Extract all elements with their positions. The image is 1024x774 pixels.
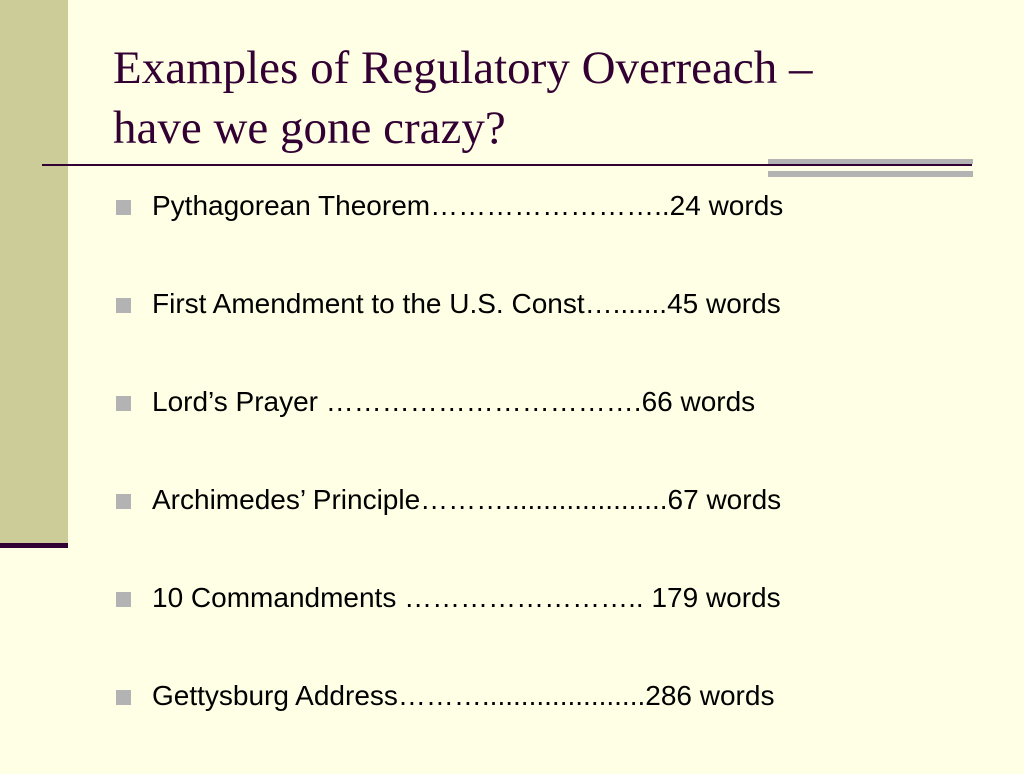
bullet-item: 10 Commandments …………………….. 179 words: [116, 578, 976, 676]
bullet-item: Lord’s Prayer …………………………….66 words: [116, 382, 976, 480]
bullet-text: First Amendment to the U.S. Const…......…: [152, 288, 781, 319]
bullet-item: Gettysburg Address………...................…: [116, 676, 976, 774]
left-bar-accent-line: [0, 543, 68, 548]
slide-title: Examples of Regulatory Overreach – have …: [113, 38, 993, 158]
bullet-text: Lord’s Prayer …………………………….66 words: [152, 386, 756, 417]
bullet-text: 10 Commandments …………………….. 179 words: [152, 582, 781, 613]
square-bullet-icon: [116, 200, 131, 215]
square-bullet-icon: [116, 494, 131, 509]
accent-bar-bottom: [768, 171, 973, 177]
bullet-text: Gettysburg Address………...................…: [152, 680, 775, 711]
accent-bar-top: [768, 159, 973, 164]
slide-title-line-2: have we gone crazy?: [113, 102, 506, 154]
bullet-text: Pythagorean Theorem……………………..24 words: [152, 190, 784, 221]
bullet-item: Archimedes’ Principle………................…: [116, 480, 976, 578]
title-underline: [42, 164, 972, 166]
bullet-item: Pythagorean Theorem……………………..24 words: [116, 186, 976, 284]
bullet-list: Pythagorean Theorem……………………..24 words Fi…: [116, 186, 976, 774]
bullet-item: First Amendment to the U.S. Const…......…: [116, 284, 976, 382]
square-bullet-icon: [116, 298, 131, 313]
square-bullet-icon: [116, 592, 131, 607]
bullet-text: Archimedes’ Principle………................…: [152, 484, 782, 515]
square-bullet-icon: [116, 690, 131, 705]
square-bullet-icon: [116, 396, 131, 411]
slide-title-line-1: Examples of Regulatory Overreach –: [113, 42, 813, 94]
left-decorative-bar: [0, 0, 68, 543]
